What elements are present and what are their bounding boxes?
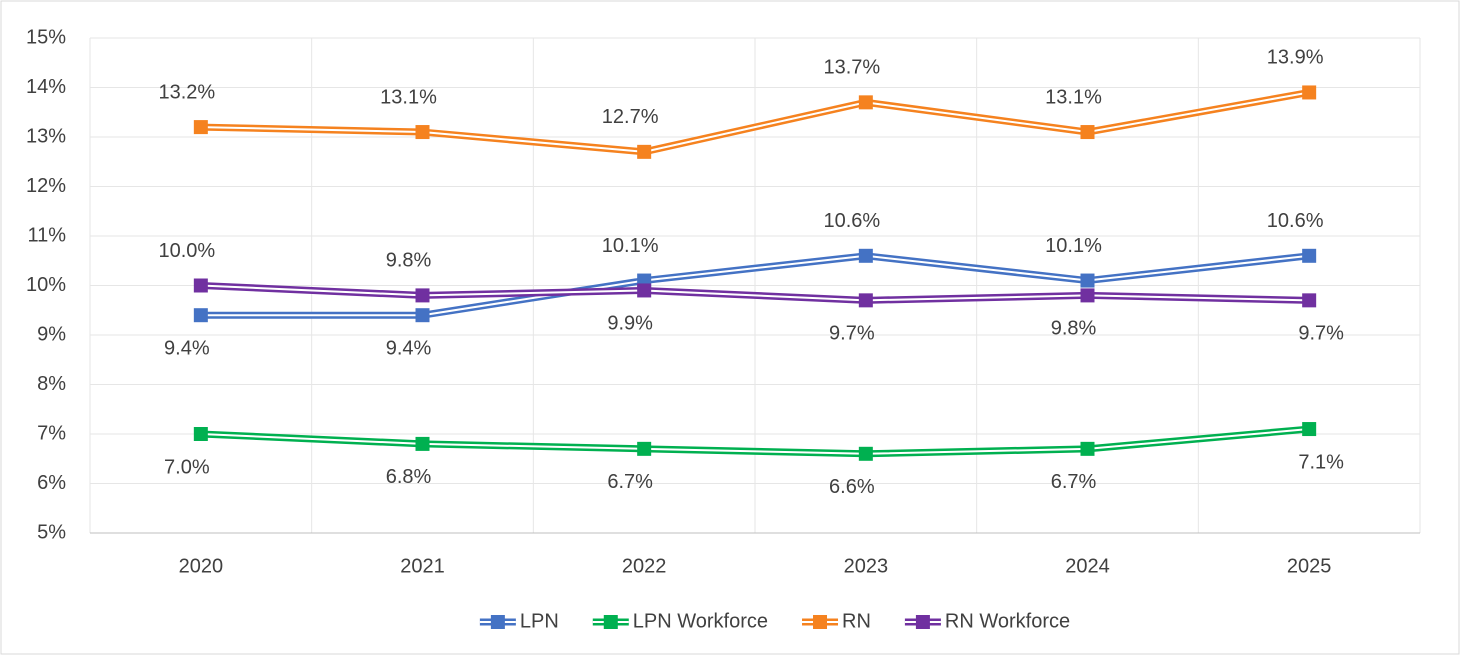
marker xyxy=(637,283,652,298)
data-label: 9.8% xyxy=(1051,318,1097,340)
marker xyxy=(1080,125,1095,140)
legend-label: RN Workforce xyxy=(945,610,1070,632)
legend-marker xyxy=(813,615,828,629)
x-tick-label: 2022 xyxy=(622,555,667,577)
marker xyxy=(858,293,873,308)
data-label: 10.1% xyxy=(602,235,659,257)
x-tick-label: 2021 xyxy=(400,555,445,577)
data-label: 6.8% xyxy=(386,466,432,488)
y-tick-label: 6% xyxy=(37,472,66,494)
data-label: 9.8% xyxy=(386,250,432,272)
series-line-inner xyxy=(200,91,1310,153)
data-label: 10.6% xyxy=(823,210,880,232)
marker xyxy=(1080,441,1095,456)
legend-label: RN xyxy=(842,610,871,632)
data-label: 13.2% xyxy=(158,81,215,103)
marker xyxy=(193,278,208,293)
y-tick-label: 8% xyxy=(37,373,66,395)
data-label: 6.7% xyxy=(607,471,653,493)
marker xyxy=(858,248,873,263)
x-tick-label: 2024 xyxy=(1065,555,1110,577)
data-label: 9.7% xyxy=(1298,323,1344,345)
data-label: 10.6% xyxy=(1267,210,1324,232)
marker xyxy=(193,427,208,441)
legend-marker xyxy=(915,615,930,629)
data-label: 10.0% xyxy=(158,240,215,262)
marker xyxy=(1302,293,1317,308)
data-label: 6.7% xyxy=(1051,471,1097,493)
data-label: 13.7% xyxy=(823,57,880,79)
marker xyxy=(1302,248,1317,263)
legend: LPN LPN Workforce RN RN Workforce xyxy=(479,610,1070,632)
series-line-inner xyxy=(200,284,1310,302)
series-line-inner xyxy=(200,428,1310,455)
marker xyxy=(1302,422,1317,437)
data-label: 9.4% xyxy=(386,337,432,359)
legend-marker xyxy=(490,615,505,629)
data-label: 10.1% xyxy=(1045,235,1102,257)
y-tick-label: 15% xyxy=(26,26,66,48)
marker xyxy=(637,441,652,456)
legend-marker xyxy=(603,615,618,629)
marker xyxy=(1080,288,1095,303)
legend-label: LPN Workforce xyxy=(633,610,768,632)
data-label: 9.7% xyxy=(829,323,875,345)
y-tick-label: 10% xyxy=(26,274,66,296)
data-label: 7.1% xyxy=(1298,451,1344,473)
marker xyxy=(858,446,873,461)
series-line-inner xyxy=(200,254,1310,317)
y-tick-label: 11% xyxy=(27,224,66,246)
x-tick-label: 2023 xyxy=(844,555,889,577)
data-label: 9.4% xyxy=(164,337,210,359)
marker xyxy=(637,144,652,159)
marker xyxy=(415,308,430,323)
data-label: 12.7% xyxy=(602,106,659,128)
y-tick-label: 14% xyxy=(26,76,66,98)
y-tick-label: 5% xyxy=(37,521,66,543)
data-label: 7.0% xyxy=(164,456,210,478)
data-label: 13.1% xyxy=(1045,86,1102,108)
x-tick-label: 2025 xyxy=(1287,555,1332,577)
x-tick-label: 2020 xyxy=(179,555,224,577)
data-label: 9.9% xyxy=(607,313,653,335)
data-label: 6.6% xyxy=(829,476,875,498)
marker xyxy=(858,95,873,110)
marker xyxy=(193,308,208,323)
marker xyxy=(415,436,430,451)
marker xyxy=(1302,85,1317,100)
marker xyxy=(415,288,430,303)
marker xyxy=(193,120,208,135)
y-tick-label: 9% xyxy=(37,323,66,345)
legend-label: LPN xyxy=(520,610,559,632)
data-label: 13.1% xyxy=(380,86,437,108)
y-tick-label: 13% xyxy=(26,125,66,147)
y-tick-label: 7% xyxy=(37,422,66,444)
data-label: 13.9% xyxy=(1267,47,1324,69)
marker xyxy=(1080,273,1095,288)
marker xyxy=(415,125,430,140)
y-tick-label: 12% xyxy=(26,175,66,197)
